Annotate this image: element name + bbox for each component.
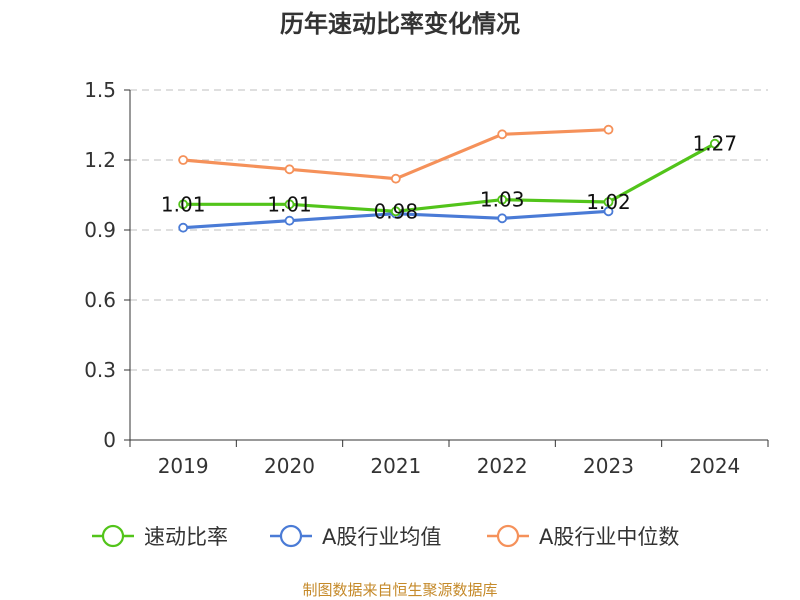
data-label: 0.98 xyxy=(374,199,419,223)
legend-label: A股行业中位数 xyxy=(539,525,679,549)
data-label: 1.03 xyxy=(480,188,525,212)
legend-label: A股行业均值 xyxy=(322,525,441,549)
y-tick-label: 0.6 xyxy=(84,288,116,312)
series-line xyxy=(181,128,611,181)
x-tick-label: 2019 xyxy=(158,454,209,478)
data-point xyxy=(603,124,614,135)
data-point xyxy=(390,173,401,184)
y-tick-label: 1.2 xyxy=(84,148,116,172)
data-label: 1.01 xyxy=(161,192,206,216)
data-point xyxy=(603,197,614,207)
x-tick-label: 2023 xyxy=(583,454,634,478)
data-point xyxy=(497,194,508,205)
y-tick-label: 0 xyxy=(103,428,116,452)
data-label: 1.01 xyxy=(267,192,312,216)
y-tick-label: 0.9 xyxy=(84,218,116,242)
x-tick-label: 2022 xyxy=(477,454,528,478)
data-point xyxy=(178,199,189,210)
data-point xyxy=(497,129,508,140)
data-label: 1.02 xyxy=(586,190,631,214)
data-point xyxy=(603,206,614,217)
axes: 0 0.3 0.6 0.9 1.2 1.5 2019 2020 2021 2022 2023 2024 xyxy=(84,78,769,478)
data-point xyxy=(178,222,189,233)
legend: 速动比率 A股行业均值 A股行业中位数 xyxy=(92,524,679,549)
chart-title: 历年速动比率变化情况 xyxy=(280,10,520,38)
data-point xyxy=(284,164,295,175)
legend-marker xyxy=(496,524,520,548)
series-line xyxy=(181,142,717,213)
data-point xyxy=(284,199,295,210)
data-point xyxy=(709,138,720,149)
series-layer xyxy=(178,124,720,233)
data-point xyxy=(178,155,189,165)
y-tick-label: 0.3 xyxy=(84,358,116,382)
x-tick-label: 2024 xyxy=(689,454,740,478)
legend-marker xyxy=(279,524,303,548)
source-note: 制图数据来自恒生聚源数据库 xyxy=(302,581,497,599)
grid-lines xyxy=(130,89,768,371)
legend-marker xyxy=(101,524,125,548)
data-label: 1.27 xyxy=(693,132,738,156)
legend-label: 速动比率 xyxy=(144,525,228,549)
x-tick-label: 2020 xyxy=(264,454,315,478)
data-point xyxy=(284,215,295,226)
data-point xyxy=(497,213,508,224)
data-point xyxy=(390,206,401,217)
y-tick-label: 1.5 xyxy=(84,78,116,102)
data-labels: 1.01 1.01 0.98 1.03 1.02 1.27 xyxy=(161,132,737,224)
x-tick-label: 2021 xyxy=(370,454,421,478)
